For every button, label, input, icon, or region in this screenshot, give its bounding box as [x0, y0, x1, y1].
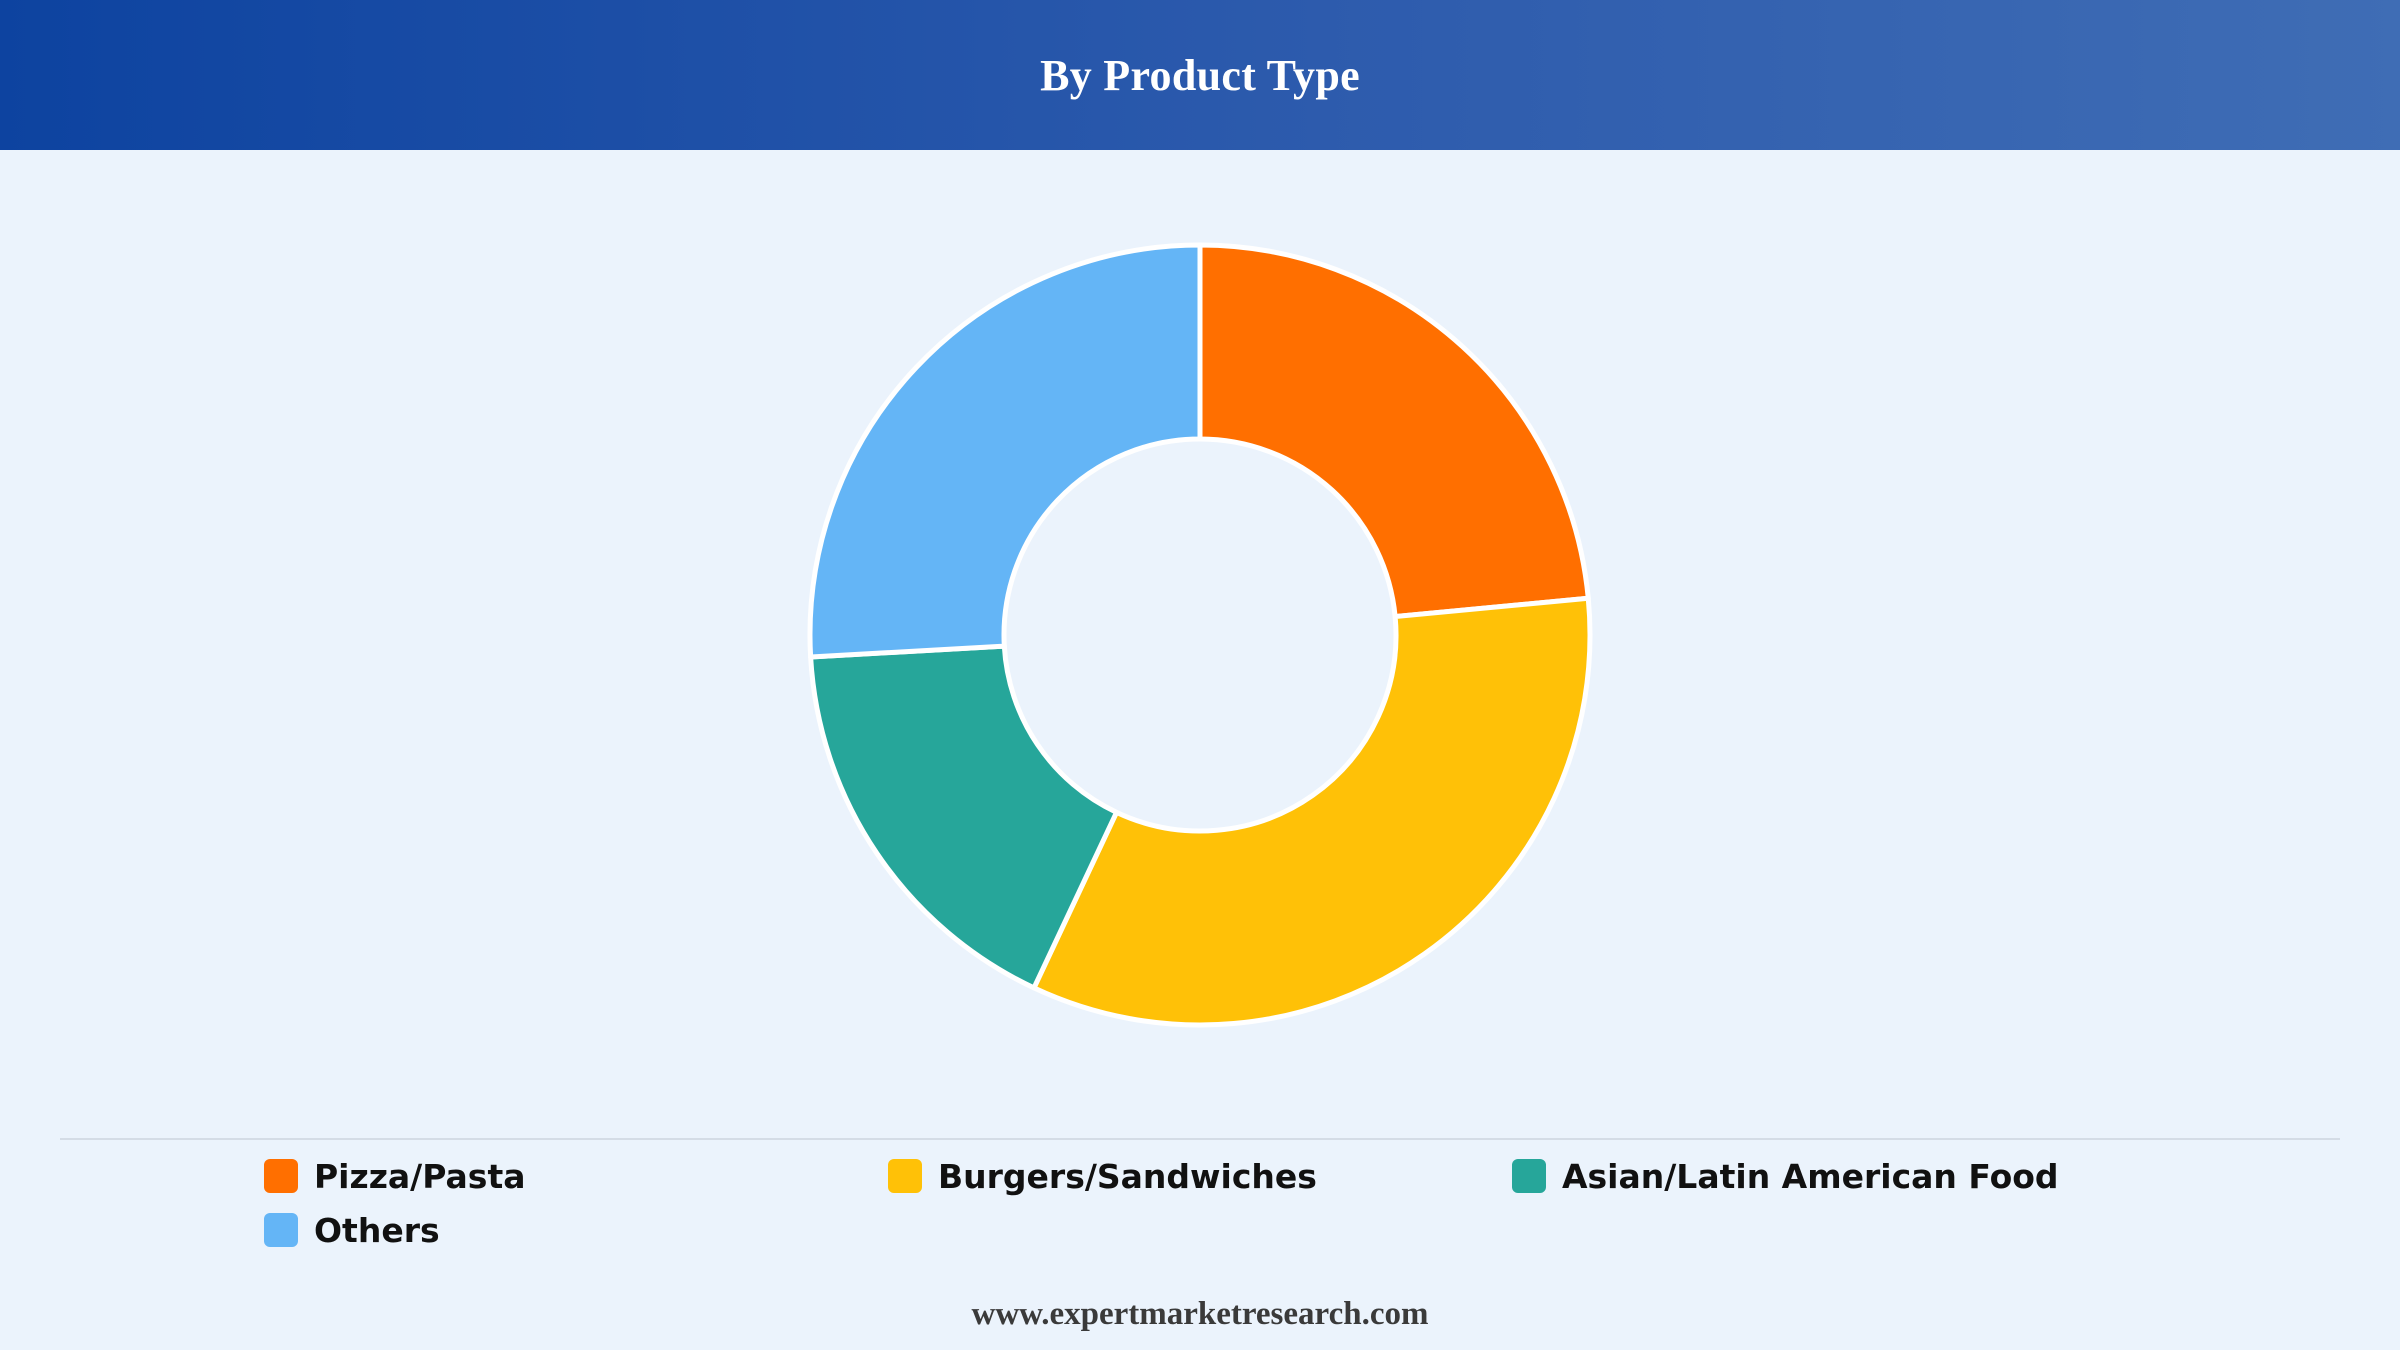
- legend-swatch: [1512, 1159, 1546, 1193]
- slice-burgers-sandwiches[interactable]: [1031, 595, 1593, 1028]
- slice-others[interactable]: [807, 242, 1203, 660]
- chart-title: By Product Type: [1040, 50, 1360, 100]
- legend-item-others[interactable]: Others: [264, 1206, 440, 1254]
- legend-label: Burgers/Sandwiches: [938, 1156, 1317, 1196]
- chart-legend: Pizza/Pasta Burgers/Sandwiches Asian/Latin…: [264, 1152, 2164, 1262]
- source-footer: www.expertmarketresearch.com: [971, 1296, 1429, 1332]
- legend-swatch: [264, 1159, 298, 1193]
- slice-pizza-pasta[interactable]: [1197, 242, 1591, 620]
- slice-asian-latin-american-food[interactable]: [808, 643, 1120, 991]
- legend-label: Others: [314, 1210, 440, 1250]
- legend-swatch: [888, 1159, 922, 1193]
- legend-label: Pizza/Pasta: [314, 1156, 526, 1196]
- chart-header: By Product Type: [0, 0, 2400, 150]
- legend-item-asian-latin-american-food[interactable]: Asian/Latin American Food: [1512, 1152, 2059, 1200]
- legend-item-pizza-pasta[interactable]: Pizza/Pasta: [264, 1152, 526, 1200]
- legend-item-burgers-sandwiches[interactable]: Burgers/Sandwiches: [888, 1152, 1317, 1200]
- donut-slices: [807, 242, 1593, 1028]
- legend-divider: [60, 1138, 2340, 1140]
- donut-chart: [807, 242, 1593, 1028]
- legend-label: Asian/Latin American Food: [1562, 1156, 2059, 1196]
- legend-swatch: [264, 1213, 298, 1247]
